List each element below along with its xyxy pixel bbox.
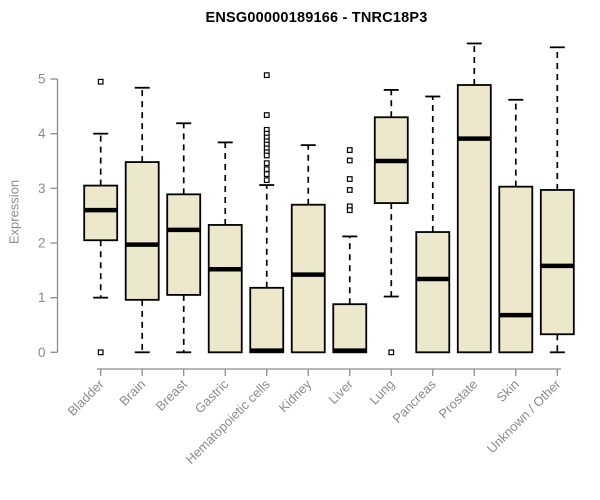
box-liver bbox=[332, 147, 368, 354]
y-tick-label: 5 bbox=[38, 72, 46, 87]
y-tick-label: 3 bbox=[38, 181, 46, 196]
x-tick-label: Lung bbox=[366, 377, 397, 408]
outlier-point bbox=[263, 72, 270, 79]
outlier-point bbox=[388, 349, 395, 356]
x-tick-label: Skin bbox=[493, 377, 521, 405]
box-bladder bbox=[83, 78, 119, 356]
outlier-point bbox=[97, 78, 104, 85]
y-tick-label: 0 bbox=[38, 345, 46, 360]
box-pancreas bbox=[415, 95, 451, 354]
outlier-point bbox=[346, 187, 353, 193]
y-tick-label: 1 bbox=[38, 290, 46, 305]
box-unknown-other bbox=[539, 46, 575, 354]
chart-title: ENSG00000189166 - TNRC18P3 bbox=[205, 10, 428, 26]
x-tick-label: Breast bbox=[153, 376, 190, 413]
x-tick-label: Prostate bbox=[436, 377, 481, 422]
outlier-point bbox=[346, 176, 353, 182]
outlier-point bbox=[263, 152, 270, 159]
box-brain bbox=[124, 86, 160, 354]
outlier-point bbox=[346, 147, 353, 153]
iqr-box bbox=[207, 224, 243, 354]
outlier-point bbox=[263, 112, 270, 118]
x-tick-label: Bladder bbox=[65, 376, 108, 419]
iqr-box bbox=[332, 303, 368, 354]
outlier-point bbox=[346, 207, 353, 214]
box-prostate bbox=[456, 42, 492, 354]
iqr-box bbox=[124, 161, 160, 301]
outlier-point bbox=[263, 160, 270, 167]
outlier-point bbox=[346, 157, 353, 164]
y-axis: 0 1 2 3 4 5 bbox=[38, 72, 59, 360]
iqr-box bbox=[83, 184, 119, 242]
box-breast bbox=[166, 122, 202, 354]
outlier-point bbox=[97, 349, 104, 356]
iqr-box bbox=[415, 231, 451, 354]
outlier-point bbox=[263, 166, 270, 173]
x-tick-label: Brain bbox=[116, 377, 148, 409]
iqr-box bbox=[539, 189, 575, 336]
iqr-box bbox=[290, 203, 326, 354]
outlier-point bbox=[263, 177, 270, 184]
box-skin bbox=[498, 98, 534, 354]
box-hematopoietic-cells bbox=[249, 72, 285, 354]
y-tick-label: 4 bbox=[38, 126, 46, 141]
iqr-box bbox=[249, 286, 285, 354]
iqr-box bbox=[166, 193, 202, 296]
iqr-box bbox=[498, 185, 534, 354]
y-tick-label: 2 bbox=[38, 235, 46, 250]
x-tick-label: Kidney bbox=[276, 376, 315, 415]
x-tick-label: Unknown / Other bbox=[484, 376, 564, 456]
box-lung bbox=[373, 89, 409, 356]
x-tick-label: Pancreas bbox=[389, 376, 439, 426]
x-tick-label: Liver bbox=[325, 376, 356, 407]
box-kidney bbox=[290, 144, 326, 354]
box-gastric bbox=[207, 141, 243, 354]
x-tick-label: Gastric bbox=[192, 376, 232, 416]
outlier-point bbox=[263, 171, 270, 178]
iqr-box bbox=[456, 84, 492, 354]
